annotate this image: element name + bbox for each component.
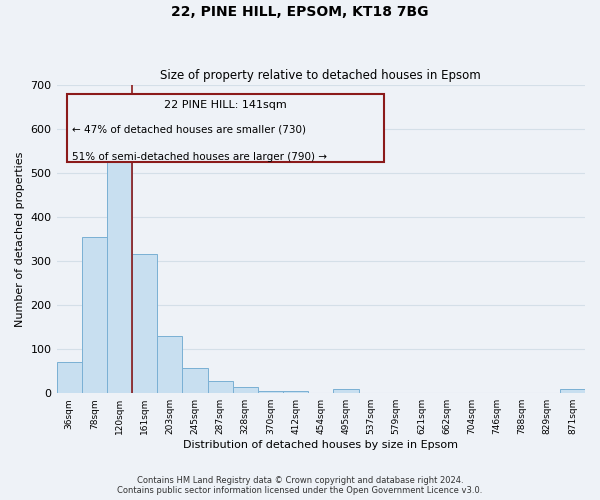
Bar: [56, 362, 82, 393]
Bar: [560, 389, 585, 393]
Bar: [258, 390, 283, 393]
Bar: [82, 236, 107, 393]
Text: Contains HM Land Registry data © Crown copyright and database right 2024.
Contai: Contains HM Land Registry data © Crown c…: [118, 476, 482, 495]
Bar: [283, 390, 308, 393]
Text: 22 PINE HILL: 141sqm: 22 PINE HILL: 141sqm: [164, 100, 287, 110]
Bar: [334, 389, 359, 393]
Text: ← 47% of detached houses are smaller (730): ← 47% of detached houses are smaller (73…: [73, 124, 307, 134]
Bar: [233, 388, 258, 393]
Text: 51% of semi-detached houses are larger (790) →: 51% of semi-detached houses are larger (…: [73, 152, 328, 162]
FancyBboxPatch shape: [67, 94, 384, 162]
Y-axis label: Number of detached properties: Number of detached properties: [15, 151, 25, 326]
X-axis label: Distribution of detached houses by size in Epsom: Distribution of detached houses by size …: [183, 440, 458, 450]
Bar: [182, 368, 208, 393]
Bar: [157, 336, 182, 393]
Bar: [107, 142, 132, 393]
Text: 22, PINE HILL, EPSOM, KT18 7BG: 22, PINE HILL, EPSOM, KT18 7BG: [171, 5, 429, 19]
Bar: [208, 382, 233, 393]
Bar: [132, 254, 157, 393]
Title: Size of property relative to detached houses in Epsom: Size of property relative to detached ho…: [160, 69, 481, 82]
